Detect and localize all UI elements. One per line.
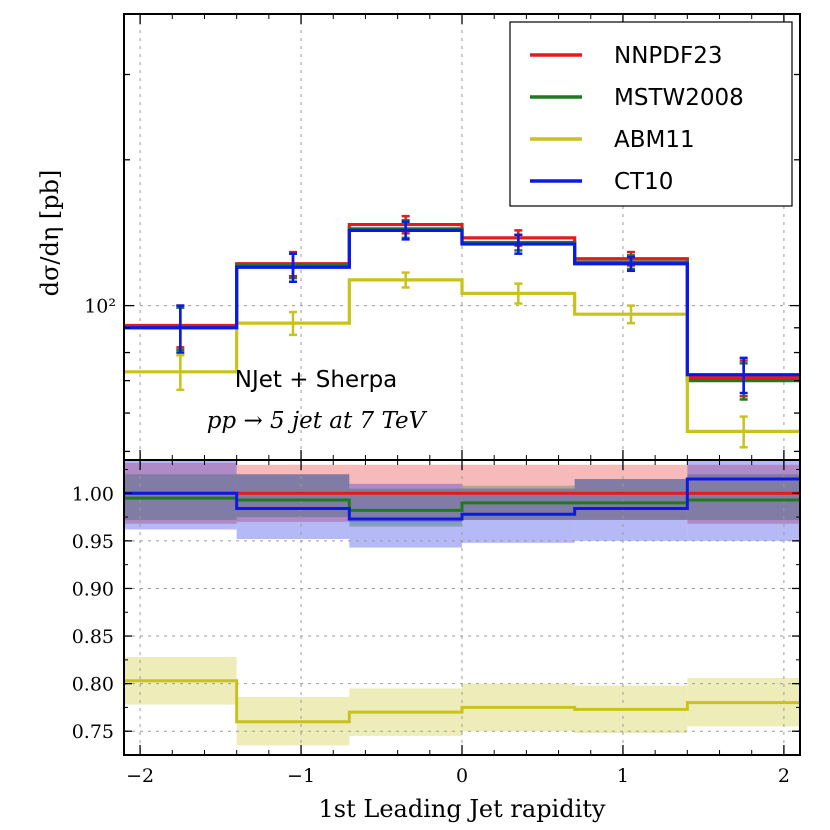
- legend-label-nnpdf23: NNPDF23: [614, 43, 723, 69]
- annotation-line-2: pp → 5 jet at 7 TeV: [207, 408, 428, 434]
- y-tick-label: 0.85: [72, 626, 114, 648]
- ratio-band-mstw2008: [687, 474, 800, 520]
- error-bar-ct10: [401, 220, 410, 241]
- legend-label-abm11: ABM11: [614, 127, 695, 153]
- y-tick-label: 0.95: [72, 531, 114, 553]
- y-tick-label: 10²: [84, 296, 116, 318]
- error-bar-abm11: [401, 271, 410, 289]
- error-bar-ct10: [514, 233, 523, 255]
- error-bar-abm11: [739, 415, 748, 449]
- error-bar-ct10: [739, 356, 748, 395]
- legend: NNPDF23 MSTW2008 ABM11 CT10: [509, 21, 793, 207]
- legend-box: [509, 21, 793, 207]
- error-bar-abm11: [514, 282, 523, 305]
- error-bar-ct10: [176, 304, 185, 354]
- annotation: NJet + Sherpa pp → 5 jet at 7 TeV: [207, 367, 428, 434]
- ratio-band-mstw2008: [574, 479, 688, 520]
- x-axis: −2 −1 0 1 2: [126, 14, 790, 787]
- y-tick-label: 0.75: [72, 721, 114, 743]
- x-tick-label: 1: [617, 765, 629, 787]
- y-axis-label: dσ/dη [pb]: [36, 170, 64, 297]
- x-axis-label: 1st Leading Jet rapidity: [319, 795, 606, 823]
- error-bar-abm11: [176, 353, 185, 392]
- error-bar-abm11: [627, 304, 635, 325]
- y-tick-label: 0.80: [72, 674, 114, 696]
- legend-label-mstw2008: MSTW2008: [614, 85, 744, 111]
- y-tick-label: 1.00: [72, 483, 114, 505]
- y-tick-label: 0.90: [72, 578, 114, 600]
- annotation-line-1: NJet + Sherpa: [235, 367, 398, 393]
- x-tick-label: −2: [126, 765, 154, 787]
- ratio-panel: 0.75 0.80 0.85 0.90 0.95 1.00: [72, 459, 801, 756]
- ratio-line-ct10: [124, 477, 800, 521]
- x-tick-label: 0: [456, 765, 468, 787]
- error-bar-abm11: [289, 310, 297, 337]
- x-tick-label: 2: [778, 765, 790, 787]
- error-bar-ct10: [627, 255, 635, 273]
- ratio-line-abm11: [124, 679, 800, 724]
- ratio-band-ct10: [236, 474, 350, 539]
- legend-label-ct10: CT10: [614, 169, 673, 195]
- top-panel: 10²: [84, 13, 801, 461]
- x-tick-label: −1: [287, 765, 315, 787]
- series-line-ct10: [124, 228, 800, 377]
- error-bar-ct10: [289, 252, 297, 284]
